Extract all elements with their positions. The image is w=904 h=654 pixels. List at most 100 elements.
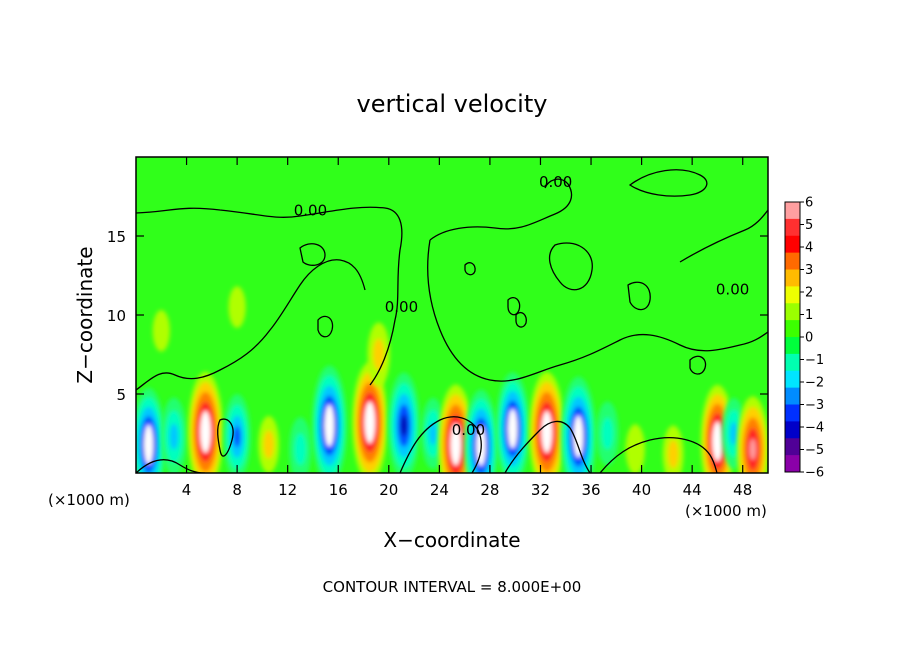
zero-contour-line [599,437,718,473]
velocity-cell-ring [749,438,757,460]
colorbar-tick-label: −6 [805,466,824,481]
zero-contour-line [299,243,326,266]
velocity-cell [136,388,166,473]
y-axis: 5 10 15 [107,228,768,404]
velocity-cell-ring [729,421,738,446]
x-axis: 4 8 12 16 20 24 28 32 36 40 44 48 [182,157,752,499]
colorbar-swatch [785,353,800,372]
colorbar-swatch [785,404,800,422]
velocity-cell [152,310,170,352]
velocity-cell [258,416,280,473]
zero-contour-line [317,315,334,338]
colorbar-swatch [785,370,800,389]
velocity-cell-ring [625,424,645,473]
velocity-cell [560,376,596,473]
colorbar-tick-label: 0 [805,331,813,346]
velocity-cell [387,372,420,473]
velocity-cell-ring [400,415,408,437]
contour-label: 0.00 [539,173,572,191]
velocity-cell-ring [373,338,385,371]
contour-interval-note: CONTOUR INTERVAL = 8.000E+00 [323,578,582,596]
velocity-cell [311,365,347,473]
x-axis-title: X−coordinate [383,528,520,552]
velocity-cell-core [541,410,552,453]
y-axis-title: Z−coordinate [73,246,97,383]
velocity-cell-ring [263,430,274,459]
colorbar-swatch [785,286,800,304]
colorbar-tick-label: 1 [805,308,813,323]
zero-contour-line [627,281,651,311]
velocity-cell-core [712,421,723,462]
colorbar: 6 5 4 3 2 1 0 −1 −2 −3 −4 −5 −6 [784,196,824,481]
zero-contour-line [515,311,527,328]
x-unit-label: (×1000 m) [48,491,130,509]
velocity-cell-core [364,401,375,444]
zero-contour-line [136,259,366,391]
velocity-cell [352,362,388,473]
velocity-cell [228,286,246,328]
velocity-cell-ring [601,417,614,450]
zero-contour-line [504,420,591,473]
x-tick-label: 36 [581,481,600,499]
zero-contour-line [427,239,768,382]
colorbar-swatch [785,202,800,220]
x-tick-label: 28 [480,481,499,499]
y-tick-label: 5 [116,386,126,404]
colorbar-tick-label: 6 [805,196,813,211]
velocity-cell [529,371,565,473]
velocity-cell-core [200,410,211,453]
velocity-cell [736,396,768,473]
colorbar-swatch [785,455,800,473]
x-tick-label: 16 [329,481,348,499]
velocity-cell-ring [233,426,241,448]
zero-contour-line [548,242,593,291]
velocity-cell [187,371,224,473]
velocity-cell-core [143,424,154,465]
velocity-cell-core [450,423,461,466]
colorbar-tick-label: −4 [805,421,824,436]
colorbar-tick-label: −2 [805,376,824,391]
velocity-cell-core [507,408,518,449]
colorbar-tick-label: −1 [805,353,824,368]
colorbar-swatch [785,438,800,456]
x-tick-label: 20 [379,481,398,499]
velocity-cell [161,397,187,473]
colorbar-tick-label: 4 [805,241,813,256]
zero-contour-line [136,206,403,386]
zero-contour-line [464,262,476,276]
colorbar-swatch [785,303,800,321]
velocity-cell-ring [228,286,246,328]
x-tick-label: 4 [182,481,192,499]
y-tick-label: 15 [107,228,126,246]
zero-contour-line [689,355,707,375]
velocity-cell [662,425,684,473]
zero-contour-line [507,296,521,316]
velocity-cell-core [324,404,335,447]
velocity-cell-core [573,415,584,458]
colorbar-swatch [785,421,800,439]
contour-label: 0.00 [385,298,418,316]
colorbar-tick-label: 5 [805,218,813,233]
colorbar-tick-label: 2 [805,286,813,301]
y-tick-label: 10 [107,307,126,325]
x-tick-label: 12 [278,481,297,499]
colorbar-tick-label: 3 [805,263,813,278]
zero-contour-line [679,209,768,263]
contour-label: 0.00 [452,421,485,439]
colorbar-swatch [785,235,800,254]
chart-title: vertical velocity [357,90,548,118]
x-tick-label: 48 [733,481,752,499]
contour-labels: 0.00 0.00 0.00 0.00 0.00 [294,173,750,439]
contour-label: 0.00 [294,201,327,219]
velocity-cell-ring [429,421,438,446]
velocity-cell-ring [152,310,170,352]
colorbar-swatch [785,252,800,270]
velocity-cell-ring [668,439,679,469]
velocity-cell-ring [169,423,179,450]
x-tick-label: 44 [683,481,702,499]
zero-contour-line [399,416,482,473]
colorbar-swatch [785,269,800,287]
x-tick-label: 40 [632,481,651,499]
velocity-cell-ring [294,433,306,466]
zero-contour-line [136,459,206,473]
